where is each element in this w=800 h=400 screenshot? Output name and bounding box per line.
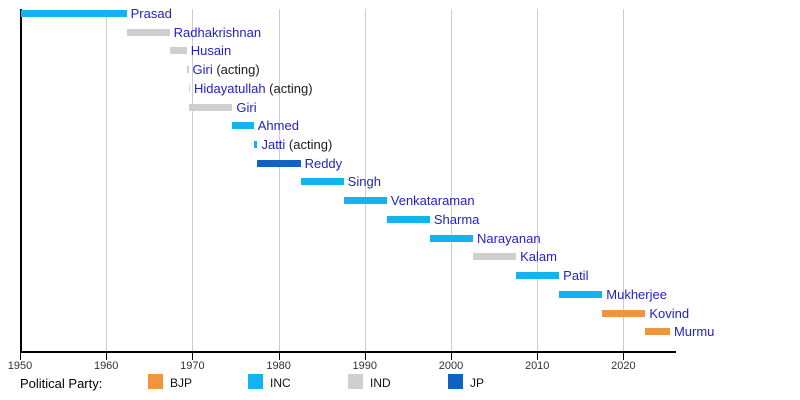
x-tick-label-1980: 1980 xyxy=(266,360,291,372)
x-tick-1990 xyxy=(364,353,366,360)
term-bar-sharma xyxy=(386,216,430,223)
x-tick-1970 xyxy=(192,353,194,360)
legend-swatch-jp xyxy=(448,374,463,389)
term-bar-singh xyxy=(300,178,344,185)
president-label: Patil xyxy=(563,269,588,282)
term-bar-jatti xyxy=(253,141,258,148)
legend-label-bjp: BJP xyxy=(170,376,193,390)
president-label: Husain xyxy=(191,44,231,57)
x-tick-2000 xyxy=(451,353,452,360)
term-bar-mukherjee xyxy=(559,291,603,298)
president-label: Giri xyxy=(236,101,256,114)
x-tick-label-2010: 2010 xyxy=(524,360,550,372)
x-axis-line xyxy=(20,351,677,353)
president-name: Venkataraman xyxy=(390,193,475,208)
gridline-2000 xyxy=(451,9,452,352)
term-bar-ahmed xyxy=(232,122,254,129)
term-bar-prasad xyxy=(20,10,127,17)
term-bar-radhakrishnan xyxy=(126,29,170,36)
gridline-1970 xyxy=(192,9,194,352)
gridline-1980 xyxy=(278,9,280,352)
x-tick-1950 xyxy=(20,353,21,360)
president-label: Murmu xyxy=(674,325,714,338)
x-tick-2020 xyxy=(623,353,625,360)
term-bar-giri xyxy=(189,104,233,111)
x-tick-1960 xyxy=(106,353,108,360)
x-tick-2010 xyxy=(537,353,539,360)
gridline-2010 xyxy=(537,9,539,352)
president-name: Ahmed xyxy=(257,118,299,133)
term-bar-kalam xyxy=(472,253,517,260)
term-bar-murmu xyxy=(645,328,670,335)
president-name: Hidayatullah xyxy=(194,81,266,96)
acting-suffix: (acting) xyxy=(212,62,260,77)
president-name: Giri xyxy=(236,100,257,115)
x-tick-label-1990: 1990 xyxy=(352,360,378,372)
term-bar-hidayatullah xyxy=(188,85,191,92)
x-tick-1980 xyxy=(278,353,280,360)
term-bar-reddy xyxy=(257,160,301,167)
president-name: Prasad xyxy=(130,6,172,21)
president-name: Patil xyxy=(563,268,589,283)
president-label: Jatti (acting) xyxy=(261,138,332,151)
legend-swatch-ind xyxy=(348,374,363,389)
president-name: Giri xyxy=(192,62,213,77)
president-name: Reddy xyxy=(304,156,343,171)
president-label: Giri (acting) xyxy=(193,63,260,76)
gridline-2020 xyxy=(623,9,625,352)
gridline-1960 xyxy=(106,9,108,352)
legend-swatch-bjp xyxy=(148,374,163,389)
president-label: Kalam xyxy=(520,250,557,263)
president-label: Prasad xyxy=(131,7,172,20)
president-label: Mukherjee xyxy=(606,288,667,301)
term-bar-kovind xyxy=(602,310,646,317)
president-name: Kalam xyxy=(520,249,557,264)
term-bar-husain xyxy=(169,47,187,54)
x-tick-label-2000: 2000 xyxy=(438,360,464,372)
president-name: Mukherjee xyxy=(606,287,667,302)
x-tick-label-1970: 1970 xyxy=(180,360,205,372)
president-label: Reddy xyxy=(305,157,343,170)
president-name: Jatti xyxy=(261,137,286,152)
president-name: Murmu xyxy=(673,324,715,339)
x-tick-label-1960: 1960 xyxy=(93,360,119,372)
term-bar-patil xyxy=(516,272,560,279)
x-tick-label-1950: 1950 xyxy=(7,360,33,372)
president-name: Narayanan xyxy=(476,231,541,246)
president-label: Radhakrishnan xyxy=(174,26,261,39)
president-name: Radhakrishnan xyxy=(173,25,262,40)
legend-title: Political Party: xyxy=(20,376,103,391)
party-legend: Political Party: BJP INC IND JP xyxy=(0,372,800,396)
legend-label-jp: JP xyxy=(470,376,485,390)
legend-swatch-inc xyxy=(248,374,263,389)
president-label: Singh xyxy=(348,175,381,188)
president-label: Ahmed xyxy=(258,119,299,132)
gridline-1990 xyxy=(364,9,366,352)
president-name: Singh xyxy=(347,174,381,189)
president-name: Kovind xyxy=(649,306,690,321)
president-label: Hidayatullah (acting) xyxy=(194,82,313,95)
president-name: Sharma xyxy=(433,212,480,227)
acting-suffix: (acting) xyxy=(285,137,333,152)
term-bar-venkataraman xyxy=(343,197,387,204)
term-bar-narayanan xyxy=(429,235,473,242)
president-label: Venkataraman xyxy=(391,194,475,207)
president-label: Kovind xyxy=(649,307,689,320)
legend-label-inc: INC xyxy=(270,376,291,390)
x-tick-label-2020: 2020 xyxy=(611,360,636,372)
legend-label-ind: IND xyxy=(370,376,391,390)
acting-suffix: (acting) xyxy=(265,81,313,96)
president-name: Husain xyxy=(190,43,232,58)
y-axis-spine xyxy=(20,9,22,353)
president-label: Narayanan xyxy=(477,232,541,245)
president-label: Sharma xyxy=(434,213,480,226)
term-bar-giri xyxy=(186,66,189,73)
